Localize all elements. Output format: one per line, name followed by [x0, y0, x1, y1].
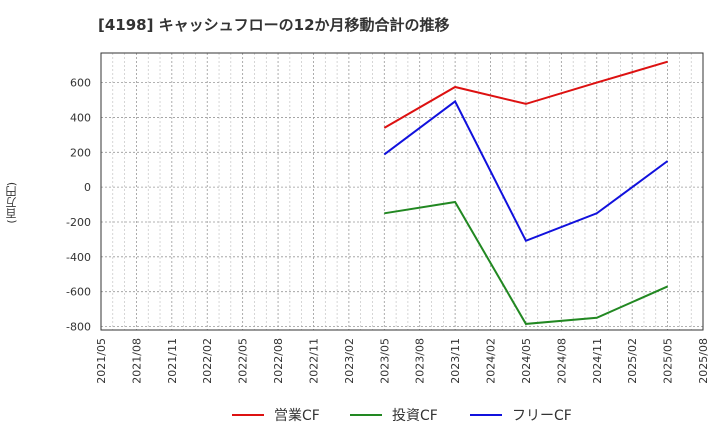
x-tick-label: 2021/11	[166, 338, 179, 384]
x-tick-label: 2024/08	[555, 338, 568, 384]
x-tick-label: 2022/02	[201, 338, 214, 384]
legend-label: 投資CF	[392, 408, 438, 424]
y-tick-label: 400	[70, 111, 91, 124]
legend-label: 営業CF	[274, 408, 320, 424]
x-tick-label: 2025/08	[697, 338, 710, 384]
series-line	[383, 60, 668, 129]
x-tick-label: 2022/08	[272, 338, 285, 384]
y-tick-label: 600	[70, 77, 91, 90]
x-tick-label: 2021/08	[130, 338, 143, 384]
y-tick-label: -600	[66, 286, 91, 299]
x-tick-label: 2021/05	[95, 338, 108, 384]
y-tick-label: -800	[66, 321, 91, 334]
x-tick-label: 2024/11	[591, 338, 604, 384]
x-tick-label: 2025/05	[662, 338, 675, 384]
grid-lines	[101, 53, 703, 330]
x-tick-label: 2022/05	[237, 338, 250, 384]
y-tick-label: -400	[66, 251, 91, 264]
x-tick-label: 2023/02	[343, 338, 356, 384]
x-tick-label: 2023/08	[414, 338, 427, 384]
chart-title: [4198] キャッシュフローの12か月移動合計の推移	[98, 16, 450, 34]
x-tick-label: 2024/05	[520, 338, 533, 384]
series-line	[384, 200, 669, 325]
x-tick-label: 2022/11	[307, 338, 320, 384]
y-tick-label: 200	[70, 146, 91, 159]
series-lines	[383, 60, 669, 325]
x-tick-label: 2024/02	[485, 338, 498, 384]
legend-label: フリーCF	[512, 408, 572, 424]
legend: 営業CF 投資CF フリーCF	[232, 408, 572, 424]
y-tick-label: -200	[66, 216, 91, 229]
x-tick-label: 2023/05	[378, 338, 391, 384]
x-tick-labels: 2021/05 2021/08 2021/11 2022/02 2022/05 2022/…	[95, 338, 710, 384]
x-tick-label: 2023/11	[449, 338, 462, 384]
plot-frame	[100, 52, 704, 331]
x-tick-label: 2025/02	[626, 338, 639, 384]
y-tick-labels: 600 400 200 0 -200 -400 -600 -800	[66, 77, 91, 334]
series-line	[383, 99, 669, 243]
y-tick-label: 0	[84, 181, 91, 194]
